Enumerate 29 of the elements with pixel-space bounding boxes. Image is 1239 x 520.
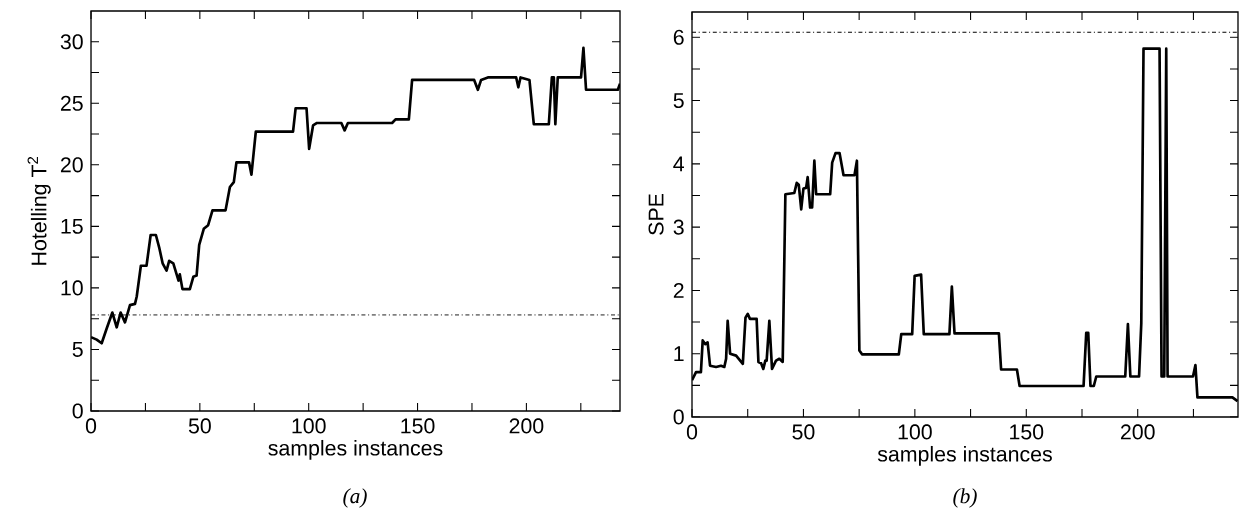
x-tick-label: 150 xyxy=(401,418,435,434)
y-tick-label: 0 xyxy=(72,403,83,419)
y-tick-label: 30 xyxy=(60,34,83,50)
y-tick-label: 6 xyxy=(673,29,684,45)
y-tick-label: 4 xyxy=(673,156,684,172)
x-tick-label: 0 xyxy=(85,418,97,434)
x-tick-label: 100 xyxy=(898,424,932,440)
x-axis-title: samples instances xyxy=(877,445,1052,466)
x-tick-label: 200 xyxy=(1120,424,1155,440)
x-tick-label: 150 xyxy=(1010,424,1044,440)
y-tick-label: 20 xyxy=(60,157,83,173)
x-tick-label: 50 xyxy=(188,418,211,434)
y-axis-title: SPE xyxy=(648,194,664,235)
x-axis-title: samples instances xyxy=(268,439,443,460)
y-tick-label: 5 xyxy=(72,342,83,357)
y-tick-label: 10 xyxy=(61,280,83,296)
y-tick-label: 5 xyxy=(673,93,684,109)
x-tick-label: 200 xyxy=(509,418,544,434)
y-tick-label: 2 xyxy=(673,282,684,298)
y-tick-label: 1 xyxy=(674,346,684,362)
y-tick-label: 15 xyxy=(61,218,83,234)
y-tick-label: 25 xyxy=(60,95,83,111)
x-tick-label: 0 xyxy=(686,424,698,440)
y-axis-title: Hotelling T$^{2}$ xyxy=(27,156,51,265)
x-tick-label: 100 xyxy=(292,418,326,434)
text: (b) xyxy=(953,488,977,508)
x-tick-label: 50 xyxy=(792,424,815,440)
y-tick-label: 3 xyxy=(673,219,684,235)
text: (a) xyxy=(343,488,367,508)
